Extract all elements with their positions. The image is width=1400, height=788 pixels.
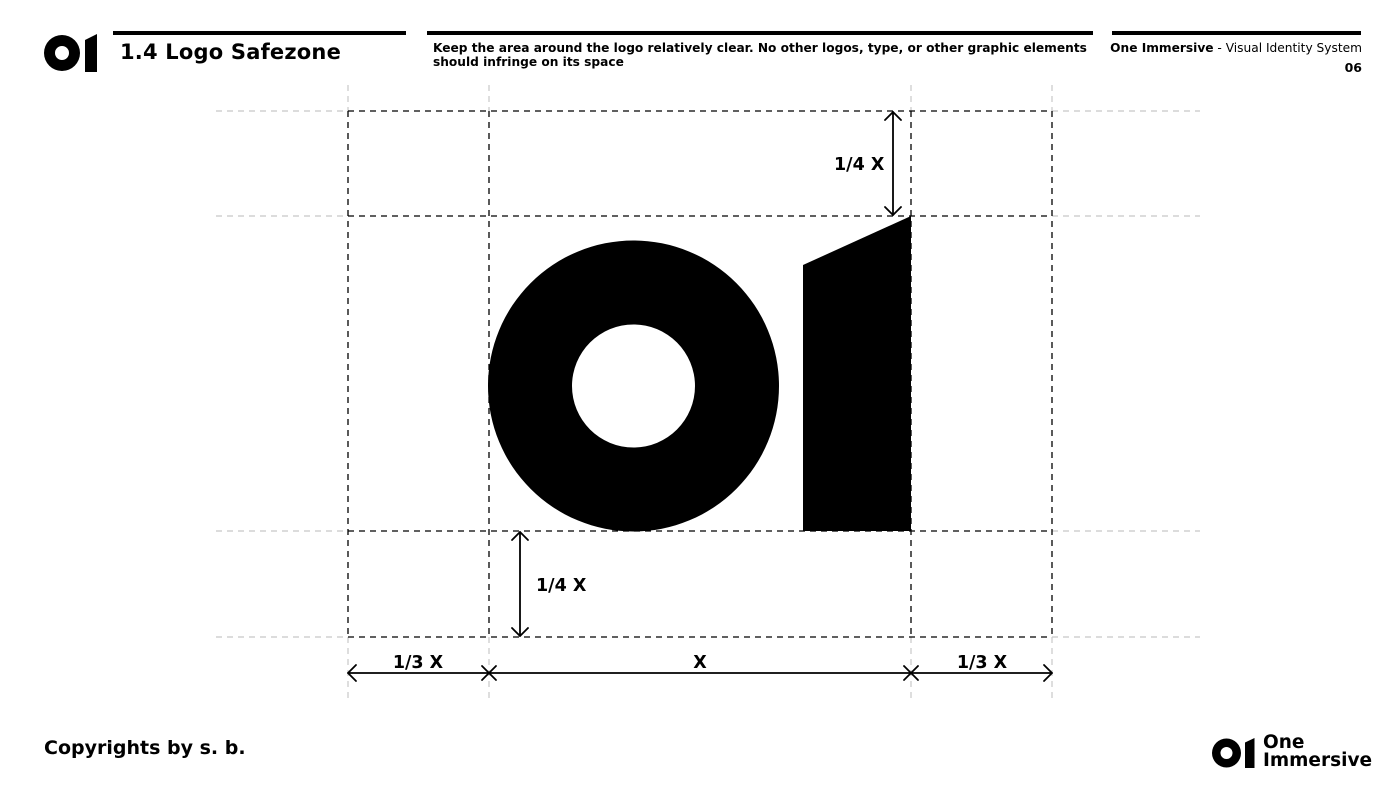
page-title: 1.4 Logo Safezone: [120, 40, 342, 64]
dim-bottom-arrowhead-up: [511, 531, 529, 541]
logo-o1: [488, 216, 911, 532]
section-description: Keep the area around the logo relatively…: [433, 41, 1087, 69]
footer-wordmark: One Immersive: [1263, 732, 1373, 771]
header-rule-title: [113, 31, 406, 35]
dim-right-arrowhead: [1043, 664, 1053, 682]
dimension-arrows: [347, 111, 1053, 682]
brand-suffix: - Visual Identity System: [1213, 41, 1362, 55]
copyright-text: Copyrights by s. b.: [44, 737, 246, 759]
wordmark-line-two: Immersive: [1263, 750, 1373, 771]
dim-left-arrowhead: [347, 664, 357, 682]
header-logo-icon: [44, 34, 97, 72]
footer-logo-icon: [1212, 738, 1255, 768]
logo-letter-o: [488, 240, 779, 532]
document-brand: One Immersive - Visual Identity System: [1110, 41, 1362, 55]
guide-lines: [347, 110, 1053, 638]
label-bottom-margin: 1/4 X: [536, 576, 587, 596]
page-number: 06: [1344, 60, 1362, 75]
dim-tick-right-b: [903, 665, 919, 681]
label-right-margin: 1/3 X: [957, 653, 1008, 673]
logo-numeral-one: [803, 216, 911, 531]
label-logo-width: X: [693, 653, 707, 673]
dim-tick-left-b: [481, 665, 497, 681]
header-rule-brand: [1112, 31, 1361, 35]
dim-top-arrowhead-up: [884, 111, 902, 121]
brand-name: One Immersive: [1110, 41, 1214, 55]
header-rule-description: [427, 31, 1093, 35]
dim-top-arrowhead-down: [884, 206, 902, 216]
dim-bottom-arrowhead-down: [511, 627, 529, 637]
guide-lines-faint: [216, 85, 1200, 702]
label-top-margin: 1/4 X: [834, 155, 885, 175]
wordmark-line-one: One: [1263, 732, 1305, 753]
label-left-margin: 1/3 X: [393, 653, 444, 673]
